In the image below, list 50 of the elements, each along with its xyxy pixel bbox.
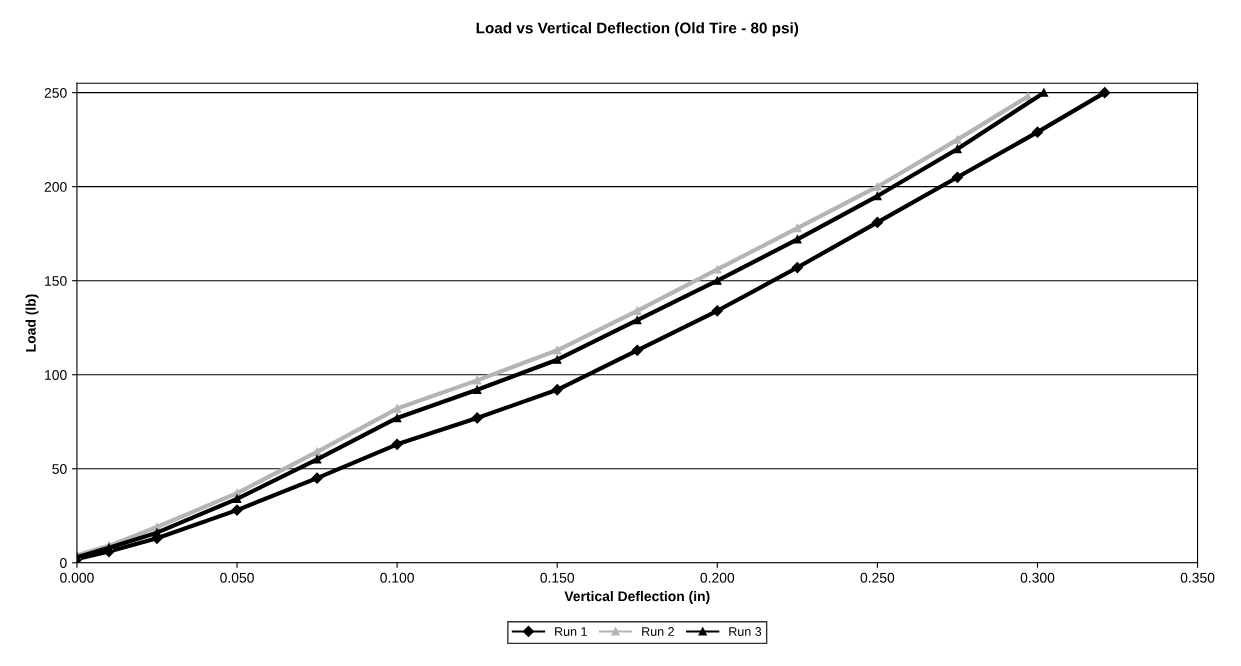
point [551, 384, 563, 396]
legend-label: Run 2 [642, 627, 674, 636]
x-tick-label: 0.300 [1020, 572, 1055, 583]
point [152, 528, 162, 537]
point [231, 504, 243, 516]
point [951, 171, 964, 183]
x-tick-label: 0.350 [1180, 572, 1215, 583]
point [472, 376, 482, 385]
point [311, 472, 323, 484]
point [713, 276, 722, 285]
y-tick-label: 0 [60, 558, 67, 568]
x-tick-label: 0.250 [860, 572, 895, 583]
y-tick-label: 200 [44, 182, 67, 192]
y-tick-label: 100 [45, 370, 67, 380]
point [1031, 126, 1044, 138]
x-tick-label: 0.100 [380, 572, 414, 583]
point [953, 144, 962, 154]
point [1099, 87, 1111, 99]
y-tick-label: 250 [44, 87, 67, 98]
y-tick-label: 50 [52, 464, 67, 474]
point [953, 135, 962, 144]
y-axis-title: Load (lb) [25, 294, 39, 352]
x-tick-label: 0.200 [700, 572, 735, 583]
point [871, 216, 883, 229]
point [873, 182, 882, 191]
legend-label: Run 1 [555, 627, 587, 636]
point [471, 412, 483, 424]
point [873, 191, 882, 201]
x-tick-label: 0.150 [540, 572, 575, 583]
point [392, 413, 402, 423]
point [711, 305, 723, 317]
point [793, 223, 802, 233]
x-tick-label: 0.050 [220, 572, 254, 583]
point [472, 385, 482, 394]
point [391, 438, 403, 450]
y-tick-label: 150 [45, 276, 67, 286]
point [791, 261, 803, 274]
point [633, 306, 642, 315]
legend-label: Run 3 [729, 627, 762, 636]
point [633, 316, 642, 325]
point [553, 355, 562, 364]
chart-title: Load vs Vertical Deflection (Old Tire - 80 psi) [476, 22, 799, 37]
point [631, 344, 643, 356]
point [553, 346, 562, 355]
point [312, 455, 322, 464]
x-tick-label: 0.000 [60, 572, 94, 583]
x-axis-title: Vertical Deflection (in) [564, 590, 710, 604]
point [713, 265, 722, 274]
point [232, 494, 242, 504]
point [793, 235, 802, 244]
